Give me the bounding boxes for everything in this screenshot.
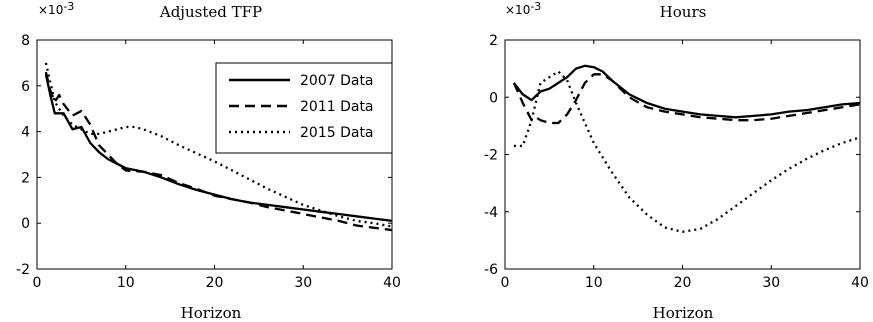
y-tick-label: 2 bbox=[21, 170, 30, 186]
y-multiplier-exp: -3 bbox=[63, 0, 74, 13]
x-axis-label: Horizon bbox=[653, 304, 714, 322]
legend-label-2007: 2007 Data bbox=[300, 73, 374, 89]
legend-box bbox=[215, 62, 393, 154]
panel-hours: Hours ×10-3 0 10 20 30 40 -6 -4 -2 0 2 Horizon bbox=[484, 0, 869, 322]
y-multiplier-base: ×10 bbox=[505, 3, 530, 17]
series-lines bbox=[44, 62, 393, 232]
x-tick-label: 40 bbox=[851, 275, 869, 291]
chart-title: Hours bbox=[660, 3, 707, 21]
x-tick-label: 20 bbox=[674, 275, 692, 291]
legend-label-2015: 2015 Data bbox=[300, 125, 374, 141]
x-tick-label: 40 bbox=[383, 275, 401, 291]
plot-area bbox=[504, 39, 861, 270]
x-tick-label: 30 bbox=[294, 275, 312, 291]
y-multiplier-exp: -3 bbox=[530, 0, 541, 13]
y-tick-label: 6 bbox=[21, 79, 30, 95]
series-lines bbox=[512, 64, 861, 233]
series-line-2011-data bbox=[512, 73, 861, 125]
x-tick-label: 10 bbox=[117, 275, 135, 291]
y-tick-label: 4 bbox=[21, 125, 30, 141]
y-tick-label: 2 bbox=[489, 33, 498, 49]
y-tick-label: 0 bbox=[21, 216, 30, 232]
x-tick-label: 0 bbox=[501, 275, 510, 291]
series-line-2007-data bbox=[44, 74, 393, 223]
chart-title: Adjusted TFP bbox=[159, 3, 262, 21]
y-tick-label: 8 bbox=[21, 33, 30, 49]
x-tick-label: 10 bbox=[585, 275, 603, 291]
x-tick-label: 0 bbox=[33, 275, 42, 291]
x-axis-label: Horizon bbox=[181, 304, 242, 322]
y-multiplier-base: ×10 bbox=[38, 3, 63, 17]
x-tick-label: 30 bbox=[762, 275, 780, 291]
y-tick-label: -2 bbox=[484, 148, 498, 164]
y-tick-label: -6 bbox=[484, 262, 498, 278]
legend-label-2011: 2011 Data bbox=[300, 99, 374, 115]
series-line-2007-data bbox=[512, 64, 861, 119]
series-line-2011-data bbox=[44, 71, 393, 232]
y-tick-label: 0 bbox=[489, 90, 498, 106]
legend: 2007 Data 2011 Data 2015 Data bbox=[215, 62, 393, 154]
x-tick-label: 20 bbox=[206, 275, 224, 291]
y-multiplier: ×10-3 bbox=[505, 0, 541, 17]
y-tick-label: -4 bbox=[484, 205, 498, 221]
axis-ticks: 0 10 20 30 40 -6 -4 -2 0 2 bbox=[484, 33, 869, 291]
y-multiplier: ×10-3 bbox=[38, 0, 74, 17]
series-line-2015-data bbox=[513, 70, 861, 233]
y-tick-label: -2 bbox=[16, 262, 30, 278]
